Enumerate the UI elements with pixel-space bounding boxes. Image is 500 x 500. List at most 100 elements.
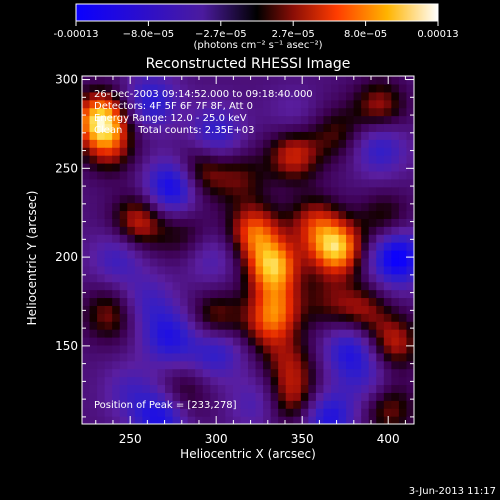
heatmap-cell (104, 297, 113, 306)
heatmap-cell (172, 352, 181, 362)
heatmap-cell (308, 400, 317, 409)
heatmap-cell (82, 210, 91, 219)
heatmap-cell (210, 344, 219, 354)
heatmap-cell (202, 416, 211, 424)
heatmap-cell (142, 384, 151, 393)
heatmap-cell (149, 265, 159, 275)
heatmap-cell (89, 368, 98, 378)
heatmap-cell (308, 297, 317, 306)
heatmap-cell (232, 170, 242, 180)
heatmap-cell (270, 416, 279, 424)
heatmap-cell (232, 234, 242, 243)
heatmap-cell (127, 368, 136, 378)
heatmap-cell (180, 305, 189, 314)
heatmap-cell (406, 281, 414, 291)
heatmap-cell (180, 186, 189, 196)
heatmap-cell (278, 202, 287, 212)
heatmap-cell (172, 416, 181, 424)
heatmap-cell (338, 186, 347, 196)
heatmap-cell (82, 305, 91, 314)
heatmap-cell (323, 352, 332, 362)
heatmap-cell (225, 408, 234, 417)
heatmap-cell (353, 163, 362, 172)
heatmap-cell (353, 139, 362, 148)
heatmap-cell (112, 242, 121, 251)
heatmap-cell (127, 281, 136, 291)
heatmap-cell (248, 76, 257, 85)
heatmap-cell (293, 416, 302, 424)
heatmap-cell (232, 131, 242, 140)
heatmap-cell (82, 344, 91, 354)
heatmap-cell (323, 265, 332, 275)
heatmap-cell (270, 392, 279, 401)
heatmap-cell (391, 368, 400, 378)
heatmap-cell (232, 147, 242, 156)
heatmap-cell (278, 170, 287, 180)
heatmap-cell (361, 368, 370, 378)
heatmap-cell (331, 416, 340, 424)
heatmap-cell (97, 202, 106, 212)
heatmap-cell (210, 123, 219, 132)
heatmap-cell (157, 147, 166, 156)
heatmap-cell (89, 257, 98, 267)
heatmap-cell (104, 147, 113, 156)
heatmap-cell (97, 139, 106, 148)
heatmap-cell (89, 250, 98, 259)
heatmap-cell (104, 202, 113, 212)
heatmap-cell (406, 273, 414, 283)
heatmap-cell (82, 352, 91, 362)
heatmap-cell (263, 289, 272, 299)
heatmap-cell (217, 376, 226, 386)
heatmap-cell (195, 273, 204, 283)
heatmap-cell (391, 360, 400, 370)
heatmap-cell (293, 178, 302, 188)
heatmap-cell (293, 368, 302, 378)
heatmap-cell (308, 91, 317, 101)
heatmap-cell (180, 352, 189, 362)
heatmap-cell (248, 139, 257, 148)
heatmap-cell (104, 400, 113, 409)
heatmap-cell (134, 344, 143, 354)
heatmap-cell (270, 242, 279, 251)
heatmap-cell (142, 368, 151, 378)
heatmap-cell (157, 139, 166, 148)
heatmap-cell (134, 368, 143, 378)
heatmap-cell (149, 131, 159, 140)
heatmap-cell (308, 218, 317, 227)
heatmap-cell (142, 218, 151, 227)
heatmap-cell (368, 147, 377, 156)
heatmap-cell (255, 210, 264, 219)
heatmap-cell (270, 305, 279, 314)
heatmap-cell (187, 257, 196, 267)
heatmap-cell (285, 107, 294, 117)
heatmap-cell (383, 384, 392, 393)
heatmap-cell (338, 155, 347, 164)
heatmap-cell (255, 186, 264, 196)
heatmap-cell (308, 123, 317, 132)
heatmap-cell (104, 416, 113, 424)
heatmap-cell (142, 186, 151, 196)
heatmap-cell (157, 416, 166, 424)
heatmap-cell (248, 163, 257, 172)
heatmap-cell (89, 360, 98, 370)
heatmap-cell (134, 210, 143, 219)
heatmap-cell (104, 344, 113, 354)
heatmap-cell (255, 344, 264, 354)
heatmap-cell (338, 250, 347, 259)
heatmap-cell (346, 321, 355, 330)
heatmap-cell (255, 408, 264, 417)
heatmap-cell (82, 265, 91, 275)
heatmap-cell (127, 234, 136, 243)
heatmap-cell (368, 281, 377, 291)
heatmap-cell (285, 408, 294, 417)
heatmap-cell (202, 131, 211, 140)
heatmap-cell (383, 321, 392, 330)
heatmap-cell (308, 360, 317, 370)
heatmap-cell (398, 313, 408, 322)
heatmap-cell (383, 297, 392, 306)
colorbar-unit-label: (photons cm⁻² s⁻¹ asec⁻²) (193, 40, 322, 51)
heatmap-cell (353, 218, 362, 227)
heatmap-cell (338, 400, 347, 409)
heatmap-cell (134, 360, 143, 370)
heatmap-cell (165, 147, 174, 156)
